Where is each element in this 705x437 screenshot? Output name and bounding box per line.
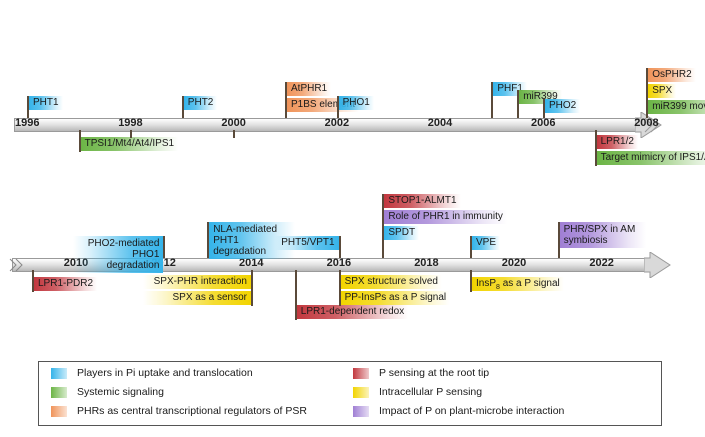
event-label: SPX structure solved (340, 275, 442, 289)
event-connector (594, 130, 597, 166)
event-connector (207, 222, 210, 258)
event-label-insp8: InsP8 as a P signal (472, 277, 564, 291)
year-label: 2014 (239, 257, 264, 269)
legend-swatch (353, 367, 369, 379)
timeline-2-arrowhead (644, 252, 671, 278)
legend-item: PHRs as central transcriptional regulato… (51, 405, 307, 417)
legend-item: Systemic signaling (51, 386, 164, 398)
event-connector (163, 236, 166, 258)
event-connector (32, 270, 34, 292)
event-connector (338, 270, 341, 306)
legend-label: Impact of P on plant-microbe interaction (379, 405, 565, 417)
event-label: TPSI1/Mt4/At4/IPS1 (80, 137, 179, 151)
event-connector (233, 130, 236, 138)
legend-swatch (353, 405, 369, 417)
event-connector (336, 96, 339, 118)
event-connector (294, 270, 297, 320)
event-label: PHO2 (545, 98, 581, 113)
event-label: LPR1/2 (596, 135, 638, 149)
event-connector (338, 236, 341, 258)
legend-label: PHRs as central transcriptional regulato… (77, 405, 307, 417)
event-label: PHT5/VPT1 (274, 236, 339, 250)
event-connector (470, 236, 472, 258)
event-label: PHT1 (29, 96, 63, 110)
event-label: STOP1-ALMT1 (384, 194, 461, 208)
year-label: 2020 (501, 257, 527, 269)
event-label: PHO1 (338, 96, 374, 110)
event-label: OsPHR2 (648, 68, 696, 82)
event-label: PHR/SPX in AM symbiosis (559, 222, 646, 248)
event-label: SPX (648, 84, 677, 98)
legend-swatch (51, 367, 67, 379)
event-connector (543, 98, 545, 118)
legend-item: Impact of P on plant-microbe interaction (353, 405, 564, 417)
legend-label: Players in Pi uptake and translocation (77, 367, 253, 379)
event-connector (130, 130, 133, 138)
year-label: 2000 (221, 117, 246, 129)
event-connector (382, 194, 385, 258)
event-label: SPX-PHR interaction (143, 275, 251, 289)
event-label: Target mimicry of IPS1/At4 (596, 151, 705, 165)
legend-item: Intracellular P sensing (353, 386, 482, 398)
event-label: LPR1-dependent redox (296, 305, 409, 319)
event-connector (78, 130, 81, 152)
event-label: PP-InsPs as a P signal (340, 291, 451, 305)
year-label: 2008 (634, 117, 659, 129)
year-label: 2004 (427, 117, 453, 129)
year-label: 2018 (414, 257, 439, 269)
event-label: miR399 movement (648, 100, 705, 114)
timeline-1-arrowhead (635, 112, 662, 138)
event-label: AtPHR1 (287, 82, 332, 96)
event-label: Role of PHR1 in immunity (384, 210, 507, 224)
year-label: 2016 (326, 257, 352, 269)
event-label: SPX as a sensor (143, 291, 251, 305)
year-label: 2022 (589, 257, 614, 269)
event-label: SPDT (384, 226, 420, 240)
event-connector (251, 270, 253, 306)
legend-item: Players in Pi uptake and translocation (51, 367, 253, 379)
event-connector (285, 82, 287, 118)
legend-label: Systemic signaling (77, 386, 164, 398)
year-label: 2006 (531, 117, 556, 129)
event-connector (491, 82, 494, 118)
year-label: 1996 (15, 117, 40, 129)
event-label: PHO2-mediated PHO1 degradation (73, 236, 164, 273)
event-label: NLA-mediated PHT1 degradation (209, 222, 296, 259)
year-label: 1998 (118, 117, 143, 129)
legend-item: P sensing at the root tip (353, 367, 489, 379)
legend-label: Intracellular P sensing (379, 386, 483, 398)
legend-swatch (51, 386, 67, 398)
event-connector (517, 90, 520, 118)
event-connector (181, 96, 184, 118)
legend-swatch (353, 386, 369, 398)
legend-box: Players in Pi uptake and translocation Sy… (38, 361, 662, 426)
event-connector (646, 68, 649, 118)
event-connector (470, 270, 472, 292)
event-connector (557, 222, 560, 258)
legend-swatch (51, 405, 67, 417)
event-label: VPE (472, 236, 501, 250)
legend-label: P sensing at the root tip (379, 367, 490, 379)
timeline-2-tail (9, 258, 23, 272)
event-connector (27, 96, 29, 118)
year-label: 2002 (324, 117, 350, 129)
event-label: PHT2 (183, 96, 218, 110)
event-label: LPR1-PDR2 (34, 277, 98, 291)
